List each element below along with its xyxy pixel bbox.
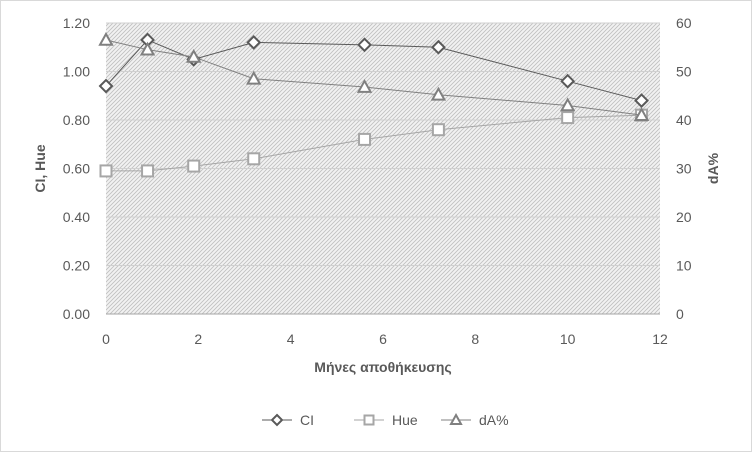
y-right-tick-label: 60 [676, 15, 692, 31]
legend-marker [270, 413, 284, 427]
y-right-tick-label: 20 [676, 209, 692, 225]
x-axis-title: Μήνες αποθήκευσης [314, 359, 451, 375]
legend-item: CI [262, 412, 314, 428]
data-point [186, 48, 202, 63]
data-point [358, 132, 372, 146]
x-tick-label: 12 [652, 331, 668, 347]
legend-label: CI [300, 412, 314, 428]
data-point [141, 164, 155, 178]
data-point [246, 70, 262, 85]
data-point [559, 97, 576, 112]
y-left-tick-label: 0.60 [63, 161, 90, 177]
series-line [105, 39, 642, 116]
data-point [139, 41, 156, 56]
legend-item: dA% [441, 412, 509, 428]
data-point [430, 86, 447, 101]
data-point [98, 78, 114, 94]
data-point [356, 78, 373, 93]
data-point [187, 159, 201, 173]
data-point [246, 34, 262, 50]
data-point [357, 37, 372, 53]
legend-marker [449, 412, 463, 425]
data-point [431, 123, 445, 137]
y-left-tick-label: 0.40 [63, 209, 90, 225]
data-point [98, 31, 114, 46]
legend: CI Hue dA% [262, 412, 509, 428]
y-left-tick-label: 1.00 [63, 64, 90, 80]
y-left-axis-ticks: 0.00 0.20 0.40 0.60 0.80 1.00 1.20 [63, 15, 90, 322]
y-right-axis-ticks: 0 10 20 30 40 50 60 [676, 15, 692, 322]
x-tick-label: 10 [560, 331, 576, 347]
y-left-tick-label: 0.80 [63, 112, 90, 128]
data-point [430, 39, 446, 55]
y-right-axis-title: dA% [705, 152, 721, 184]
series-line [105, 39, 642, 102]
legend-item: Hue [354, 412, 418, 428]
legend-label: Hue [392, 412, 418, 428]
series-line [106, 114, 642, 172]
y-right-tick-label: 10 [676, 258, 692, 274]
legend-marker [363, 414, 375, 426]
gridlines [106, 22, 660, 315]
legend-label: dA% [479, 412, 509, 428]
data-point [560, 73, 576, 89]
y-left-tick-label: 0.00 [63, 306, 90, 322]
y-right-tick-label: 30 [676, 161, 692, 177]
series-2 [98, 31, 650, 121]
data-point [561, 111, 575, 125]
x-axis-ticks: 0 2 4 6 8 10 12 [102, 331, 668, 347]
x-tick-label: 0 [102, 331, 110, 347]
data-point [99, 164, 113, 178]
y-right-tick-label: 0 [676, 306, 684, 322]
x-tick-label: 6 [379, 331, 387, 347]
y-right-tick-label: 50 [676, 64, 692, 80]
x-tick-label: 2 [194, 331, 202, 347]
x-tick-label: 8 [471, 331, 479, 347]
series-layer [98, 31, 650, 178]
x-tick-label: 4 [287, 331, 295, 347]
y-right-tick-label: 40 [676, 112, 692, 128]
data-point [634, 93, 649, 109]
y-left-tick-label: 0.20 [63, 258, 90, 274]
data-point [247, 152, 261, 166]
y-left-tick-label: 1.20 [63, 15, 90, 31]
y-left-axis-title: CI, Hue [32, 144, 48, 192]
series-1 [99, 108, 649, 178]
data-point [633, 107, 650, 121]
